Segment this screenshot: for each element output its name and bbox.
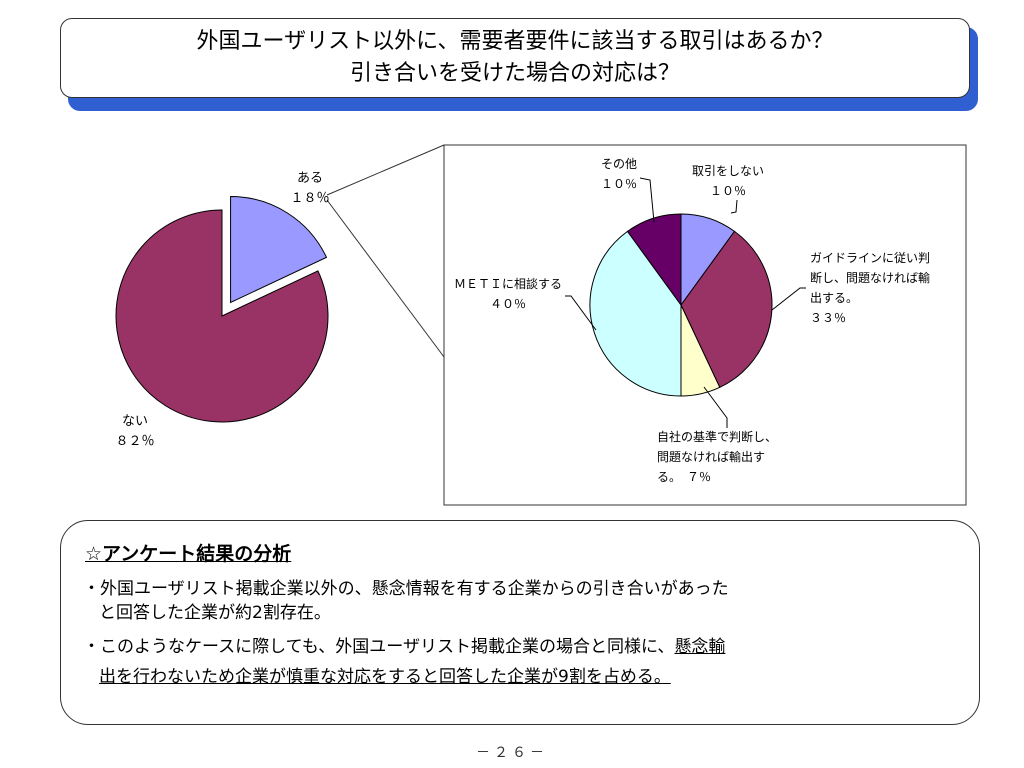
detail-label-meti-line-2: ４０％ — [490, 297, 526, 311]
analysis-bullet-2-line-1: ・このようなケースに際しても、外国ユーザリスト掲載企業の場合と同様に、懸念輸 — [83, 635, 725, 659]
analysis-bullet-2-emphasis-end: 出を行わないため企業が慎重な対応をすると回答した企業が9割を占める。 — [99, 667, 671, 687]
connector-line-top — [326, 144, 445, 196]
main-pie-label-yes-line-1: ある — [297, 171, 323, 186]
main-pie-chart — [115, 195, 329, 423]
detail-pie-chart — [589, 213, 773, 397]
main-pie-label-no-line-1: ない — [122, 414, 148, 429]
detail-label-meti-line-1: ＭＥＴＩに相談する — [454, 276, 562, 291]
detail-label-own-standard-line-2: 問題なければ輸出す — [657, 449, 765, 464]
main-pie-slice-1 — [115, 209, 329, 423]
main-pie-label-yes-line-2: １８％ — [290, 191, 329, 206]
detail-label-own-standard-line-3: る。 ７％ — [657, 470, 711, 484]
detail-label-other-line-2: １０％ — [601, 177, 637, 191]
main-pie-slice-0 — [230, 195, 328, 304]
page-number: －２６－ — [476, 745, 548, 761]
detail-label-own-standard-line-1: 自社の基準で判断し、 — [657, 429, 777, 444]
detail-label-guideline-line-2: 断し、問題なければ輸 — [810, 270, 930, 285]
analysis-bullet-1-line-2: と回答した企業が約2割存在。 — [99, 603, 331, 623]
leader-no-trade — [730, 199, 738, 214]
detail-label-no-trade-line-2: １０％ — [710, 184, 746, 198]
leader-own-standard — [703, 386, 728, 428]
detail-pie-slice-1 — [680, 230, 773, 389]
connector-line-bottom — [326, 199, 445, 358]
title-box: 外国ユーザリスト以外に、需要者要件に該当する取引はあるか？ 引き合いを受けた場合… — [60, 18, 970, 98]
leader-other — [639, 177, 655, 223]
title-line-1: 外国ユーザリスト以外に、需要者要件に該当する取引はあるか？ — [196, 29, 834, 54]
detail-label-no-trade-line-1: 取引をしない — [692, 164, 764, 178]
detail-label-guideline-line-3: 出する。 — [810, 291, 858, 305]
analysis-bullet-1-line-1: ・外国ユーザリスト掲載企業以外の、懸念情報を有する企業からの引き合いがあった — [83, 579, 729, 599]
analysis-box: ☆アンケート結果の分析 ・外国ユーザリスト掲載企業以外の、懸念情報を有する企業か… — [60, 520, 980, 725]
charts-canvas: ある １８％ ない ８２％ 取引をしない １０％ ガイドラインに従い判断し、問題なければ輸出… — [115, 144, 967, 506]
analysis-bullet-2-plain: ・このようなケースに際しても、外国ユーザリスト掲載企業の場合と同様に、 — [83, 637, 675, 657]
detail-label-guideline-line-4: ３３％ — [810, 311, 846, 325]
leader-meti — [565, 295, 597, 331]
title-line-2: 引き合いを受けた場合の対応は？ — [349, 61, 680, 86]
main-pie-label-no-line-2: ８２％ — [115, 434, 154, 449]
detail-pie-slice-4 — [626, 213, 682, 307]
detail-label-other-line-1: その他 — [601, 157, 637, 171]
leader-guideline — [771, 287, 806, 311]
detail-label-guideline-line-1: ガイドラインに従い判 — [810, 251, 930, 265]
chart-labels: ある １８％ ない ８２％ 取引をしない １０％ ガイドラインに従い判断し、問題なければ輸出… — [115, 157, 930, 484]
analysis-bullet-2-emphasis-start: 懸念輸 — [674, 637, 726, 657]
detail-pie-slice-3 — [589, 230, 682, 397]
analysis-heading: ☆アンケート結果の分析 — [85, 543, 292, 565]
